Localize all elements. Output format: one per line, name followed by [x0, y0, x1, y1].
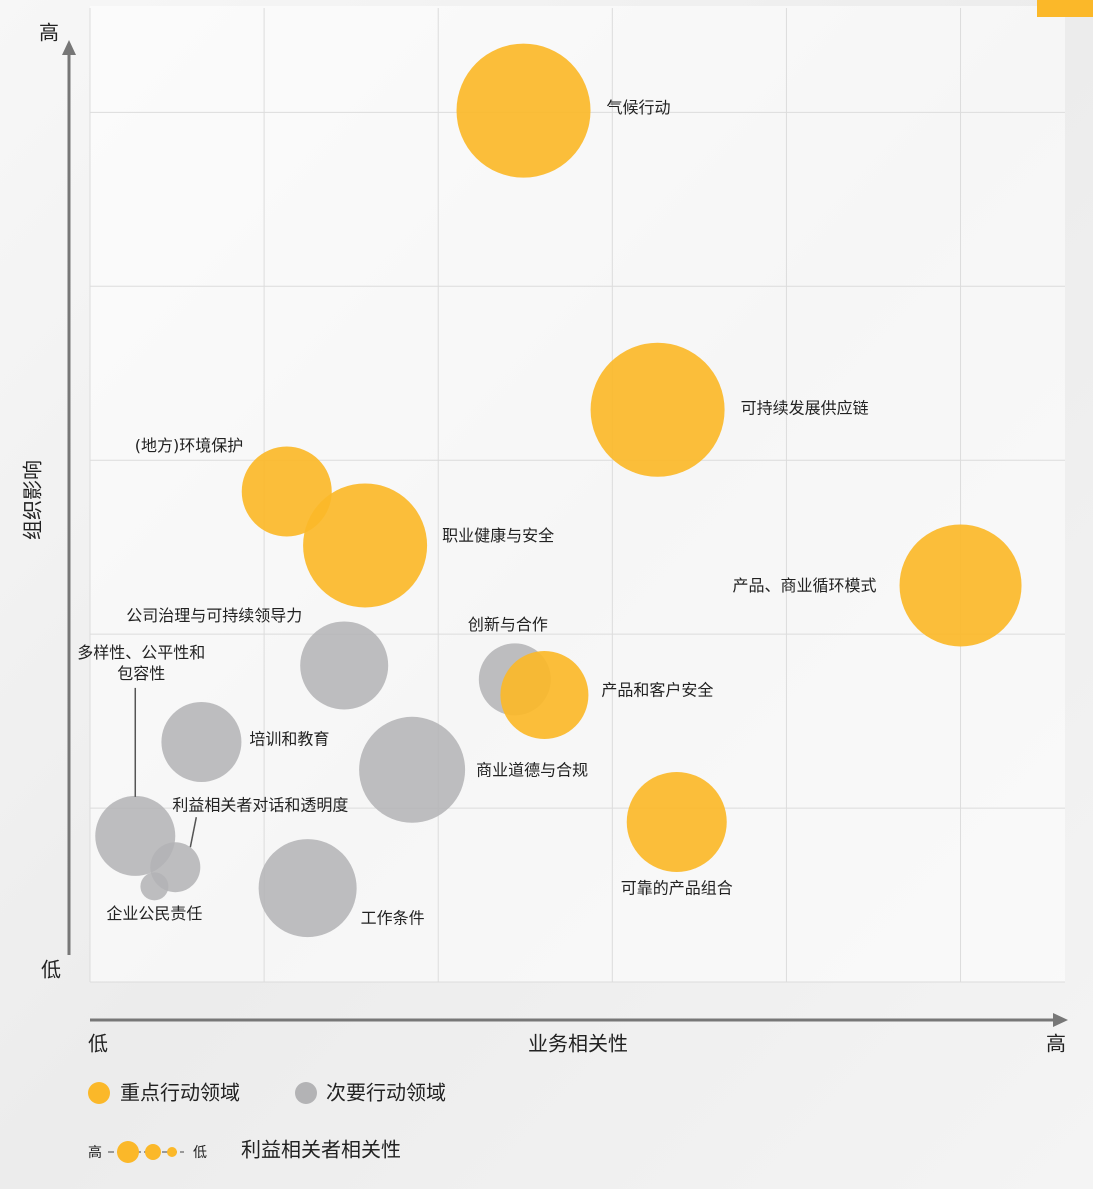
- bubble: [241, 446, 332, 537]
- bubble: [300, 621, 389, 710]
- bubble-label: 产品、商业循环模式: [733, 576, 877, 595]
- x-axis-label: 业务相关性: [528, 1032, 628, 1056]
- x-low: 低: [88, 1032, 108, 1056]
- bubble-label: 多样性、公平性和包容性: [77, 642, 206, 683]
- bubble-label: 企业公民责任: [106, 904, 202, 923]
- bubble: [258, 839, 357, 938]
- legend-label: 重点行动领域: [120, 1081, 240, 1105]
- size-legend-high: 高: [88, 1144, 102, 1161]
- bubble-label: 气候行动: [607, 98, 671, 117]
- size-legend-title: 利益相关者相关性: [241, 1138, 401, 1162]
- size-legend-circle: [117, 1141, 139, 1163]
- bubble-label: 公司治理与可持续领导力: [126, 606, 302, 625]
- y-arrow: [62, 40, 76, 55]
- bubble-label: 培训和教育: [249, 729, 329, 748]
- bubble-label: 可靠的产品组合: [621, 878, 733, 897]
- bubble-label: 工作条件: [361, 909, 425, 928]
- y-low: 低: [41, 958, 61, 982]
- bubble-label: (地方)环境保护: [135, 436, 244, 455]
- bubble-label: 职业健康与安全: [442, 526, 554, 545]
- plot-area: [90, 6, 1065, 982]
- size-legend-circle: [167, 1147, 177, 1157]
- leader-line: [189, 817, 198, 848]
- bubble: [500, 651, 589, 740]
- x-arrow: [1053, 1013, 1068, 1027]
- bubble: [161, 701, 242, 782]
- y-axis-label: 组织影响: [21, 460, 45, 540]
- bubble-label: 利益相关者对话和透明度: [172, 796, 348, 815]
- legend-swatch: [295, 1082, 317, 1104]
- bubble: [359, 716, 466, 823]
- legend-label: 次要行动领域: [326, 1081, 446, 1105]
- bubble: [456, 43, 591, 178]
- bubble-label: 可持续发展供应链: [741, 398, 869, 417]
- size-legend-circle: [145, 1144, 161, 1160]
- x-high: 高: [1046, 1032, 1066, 1056]
- corner-accent: [1037, 0, 1093, 17]
- bubble: [140, 872, 169, 901]
- bubble: [303, 483, 428, 608]
- y-high: 高: [39, 21, 59, 45]
- bubble-label-box: 多样性、公平性和包容性: [77, 642, 206, 683]
- bubble: [899, 524, 1022, 647]
- bubble-label: 商业道德与合规: [476, 760, 588, 779]
- legend-swatch: [88, 1082, 110, 1104]
- size-legend-low: 低: [193, 1145, 207, 1161]
- bubble: [626, 771, 727, 872]
- bubble-label: 产品和客户安全: [601, 681, 713, 700]
- bubble-label: 创新与合作: [468, 615, 548, 634]
- bubble: [590, 342, 725, 477]
